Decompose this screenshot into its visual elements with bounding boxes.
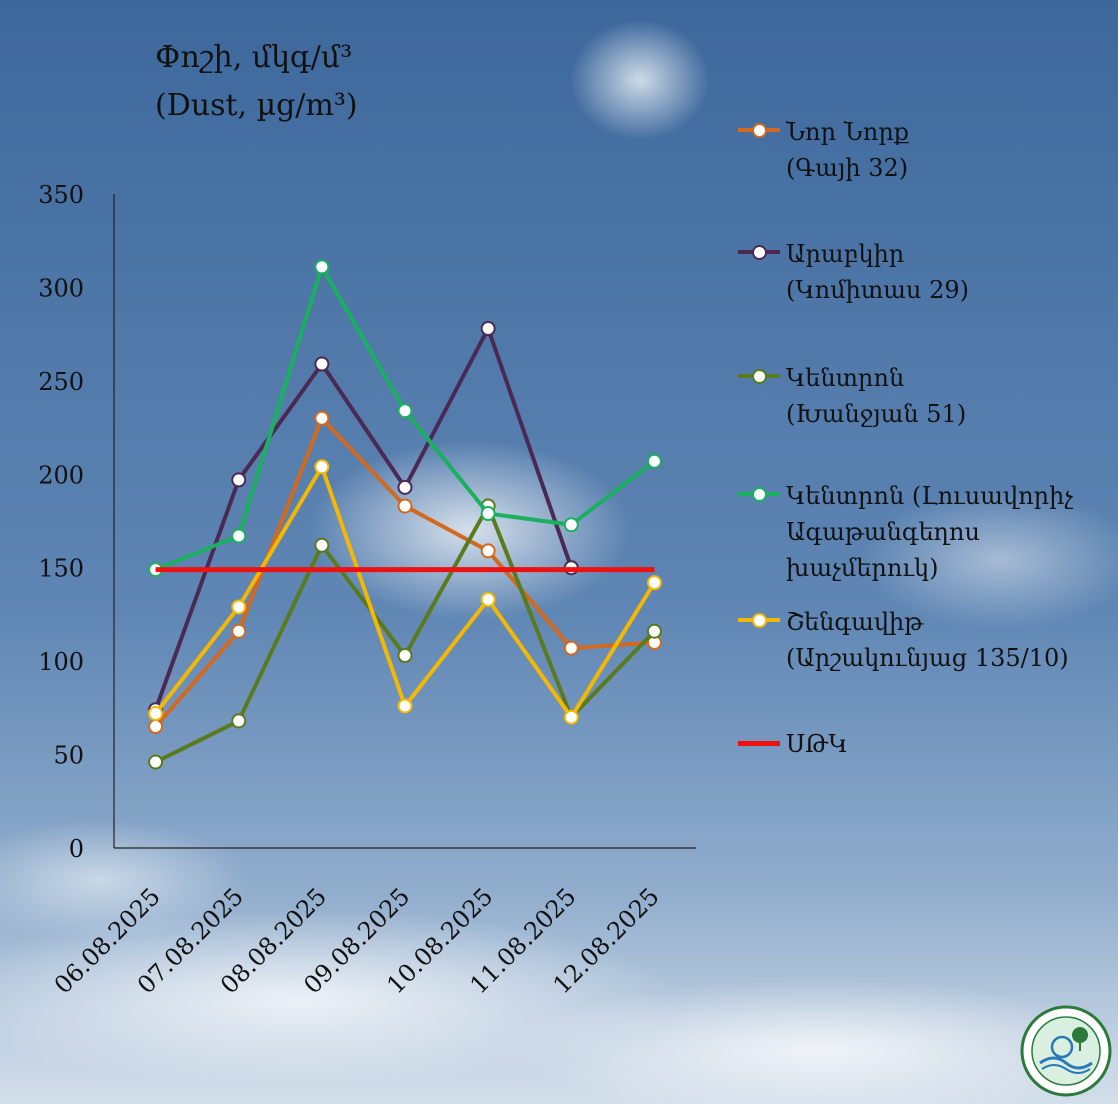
y-tick-label: 0 bbox=[69, 835, 84, 863]
data-point bbox=[231, 528, 247, 544]
y-tick-label: 350 bbox=[38, 181, 84, 209]
data-point bbox=[480, 543, 496, 559]
data-point bbox=[314, 356, 330, 372]
chart-series bbox=[148, 259, 662, 770]
data-point bbox=[480, 591, 496, 607]
data-point bbox=[480, 506, 496, 522]
y-tick-label: 50 bbox=[53, 742, 84, 770]
y-tick-label: 200 bbox=[38, 461, 84, 489]
data-point bbox=[397, 479, 413, 495]
data-point bbox=[148, 719, 164, 735]
series-line bbox=[154, 416, 655, 728]
data-point bbox=[231, 713, 247, 729]
series-line bbox=[154, 504, 656, 764]
data-point bbox=[480, 321, 496, 337]
data-point bbox=[397, 498, 413, 514]
y-tick-label: 250 bbox=[38, 368, 84, 396]
y-tick-label: 300 bbox=[38, 274, 84, 302]
legend-marker bbox=[752, 123, 767, 138]
series-3 bbox=[148, 259, 662, 578]
chart-axes: 05010015020025030035006.08.202507.08.202… bbox=[38, 181, 696, 999]
legend-marker bbox=[752, 369, 767, 384]
data-point bbox=[231, 472, 247, 488]
y-tick-label: 150 bbox=[38, 555, 84, 583]
data-point bbox=[397, 648, 413, 664]
chart-title: Փոշի, մկգ/մ³ bbox=[155, 40, 353, 75]
series-4 bbox=[148, 459, 662, 725]
legend-label: Շենգավիթ (Արշակունյաց 135/10) bbox=[786, 608, 1069, 672]
data-point bbox=[314, 410, 330, 426]
data-point bbox=[148, 754, 164, 770]
y-tick-label: 100 bbox=[38, 648, 84, 676]
data-point bbox=[314, 459, 330, 475]
data-point bbox=[646, 623, 662, 639]
legend-label: Կենտրոն (Լուսավորիչ Ագաթանգեղոս խաչմերու… bbox=[786, 482, 1074, 582]
data-point bbox=[646, 453, 662, 469]
legend-label: ՍԹԿ bbox=[786, 730, 848, 758]
legend-swatch bbox=[738, 741, 780, 746]
data-point bbox=[231, 623, 247, 639]
series-0 bbox=[148, 410, 662, 735]
data-point bbox=[397, 403, 413, 419]
data-point bbox=[563, 640, 579, 656]
chart-subtitle: (Dust, µg/m³) bbox=[155, 88, 358, 123]
series-1 bbox=[148, 321, 579, 718]
legend-label: Արաբկիր (Կոմիտաս 29) bbox=[786, 240, 969, 304]
legend-marker bbox=[752, 245, 767, 260]
data-point bbox=[563, 517, 579, 533]
data-point bbox=[314, 537, 330, 553]
series-line bbox=[153, 326, 574, 711]
ministry-seal-icon bbox=[1020, 1005, 1112, 1097]
data-point bbox=[231, 599, 247, 615]
data-point bbox=[397, 698, 413, 714]
legend-label: Կենտրոն (Խանջյան 51) bbox=[786, 364, 967, 428]
legend-marker bbox=[752, 487, 767, 502]
legend-marker bbox=[752, 613, 767, 628]
data-point bbox=[563, 709, 579, 725]
data-point bbox=[646, 575, 662, 591]
legend-label: Նոր Նորք (Գայի 32) bbox=[786, 118, 910, 182]
data-point bbox=[314, 259, 330, 275]
data-point bbox=[148, 705, 164, 721]
